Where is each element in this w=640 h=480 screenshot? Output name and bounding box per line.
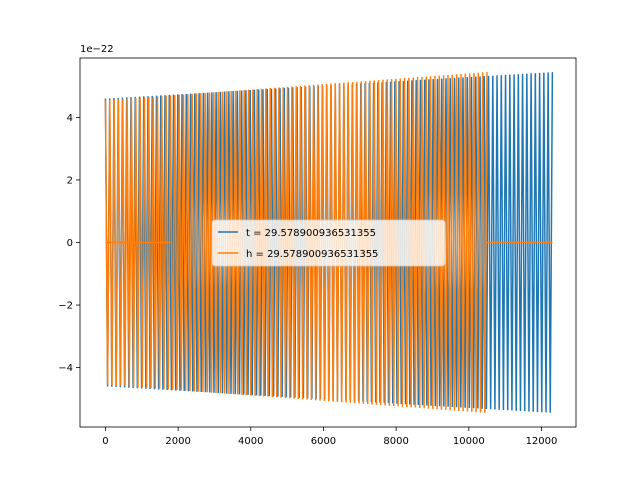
y-tick-label: −4 [58, 363, 73, 374]
series-layer [104, 72, 554, 413]
x-tick-label: 8000 [383, 436, 408, 447]
x-tick-label: 2000 [165, 436, 190, 447]
y-offset-label: 1e−22 [80, 44, 114, 55]
legend-box [211, 219, 446, 267]
y-tick-label: 4 [67, 113, 73, 124]
y-tick-label: 0 [67, 238, 73, 249]
legend-label-t: t = 29.578900936531355 [246, 228, 376, 239]
ticks-layer: 0 2000 4000 6000 8000 10000 12000 −4 −2 0 2 4 [58, 113, 557, 447]
x-tick-label: 6000 [311, 436, 336, 447]
series-line-h [104, 72, 488, 413]
legend-label-h: h = 29.578900936531355 [246, 249, 378, 260]
x-tick-label: 10000 [453, 436, 485, 447]
legend: t = 29.578900936531355 h = 29.5789009365… [211, 219, 446, 267]
y-tick-label: 2 [67, 175, 73, 186]
y-tick-label: −2 [58, 301, 73, 312]
x-tick-label: 4000 [238, 436, 263, 447]
x-tick-label: 12000 [526, 436, 558, 447]
x-tick-label: 0 [102, 436, 108, 447]
